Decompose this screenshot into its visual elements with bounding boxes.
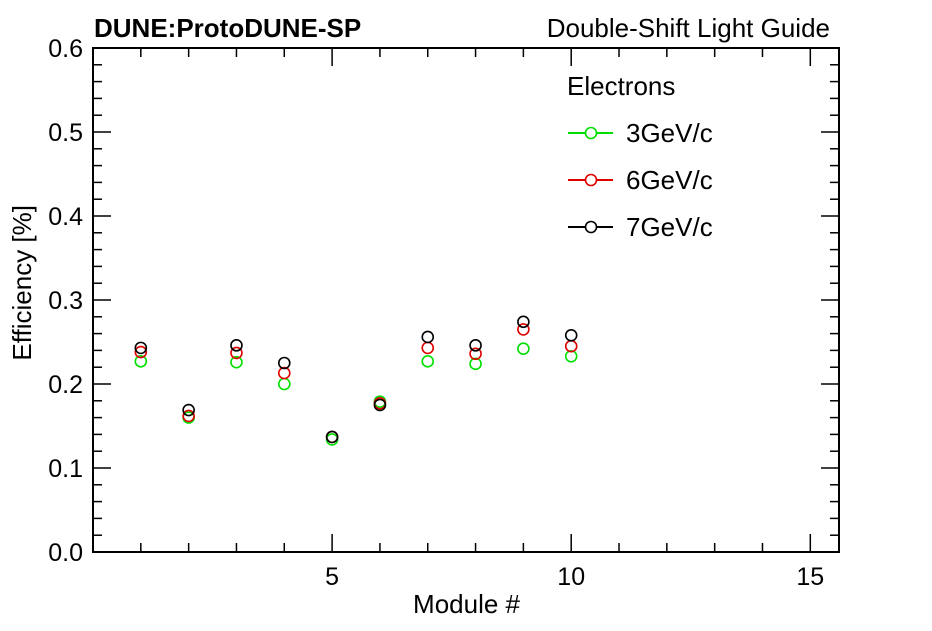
- x-tick-label: 5: [325, 563, 339, 591]
- x-tick-label: 10: [557, 563, 585, 591]
- legend-title: Electrons: [567, 71, 675, 101]
- data-point: [469, 339, 482, 352]
- legend-label: 6GeV/c: [626, 165, 713, 195]
- data-point: [182, 409, 195, 423]
- data-point: [134, 341, 148, 355]
- y-tick-label: 0.3: [48, 287, 83, 315]
- data-point: [469, 357, 482, 371]
- data-point: [230, 339, 243, 352]
- data-point: [277, 356, 291, 370]
- x-tick-label: 15: [796, 563, 824, 591]
- chart-title-right: Double-Shift Light Guide: [547, 13, 830, 43]
- legend: Electrons 3GeV/c 6GeV/c 7GeV/c: [567, 71, 713, 242]
- data-point: [421, 341, 435, 355]
- legend-marker: [584, 126, 598, 140]
- data-point: [325, 433, 339, 446]
- y-tick-label: 0.4: [48, 203, 83, 231]
- y-tick-label: 0.6: [48, 35, 83, 63]
- data-point: [182, 403, 195, 417]
- data-point: [325, 430, 339, 444]
- data-point: [421, 330, 435, 344]
- data-point: [277, 377, 291, 391]
- legend-marker: [584, 173, 598, 187]
- legend-label: 7GeV/c: [626, 212, 713, 242]
- data-point: [517, 315, 530, 329]
- data-point: [134, 345, 148, 359]
- data-point: [564, 328, 578, 342]
- data-markers: [134, 315, 578, 446]
- data-point: [373, 398, 387, 412]
- data-point: [517, 342, 530, 356]
- legend-marker: [584, 220, 598, 234]
- y-tick-label: 0.5: [48, 119, 83, 147]
- chart-title-left: DUNE:ProtoDUNE-SP: [94, 13, 361, 43]
- legend-label: 3GeV/c: [626, 118, 713, 148]
- y-axis-label: Efficiency [%]: [7, 205, 37, 361]
- data-point: [469, 347, 482, 361]
- data-point: [277, 366, 291, 380]
- x-axis-label: Module #: [413, 589, 520, 619]
- plot-frame: [92, 47, 840, 553]
- data-point: [230, 355, 243, 369]
- y-tick-label: 0.1: [48, 455, 83, 483]
- y-tick-label: 0.0: [48, 539, 83, 567]
- data-point: [517, 323, 530, 336]
- data-point: [564, 349, 578, 363]
- data-point: [134, 355, 148, 368]
- data-point: [421, 355, 435, 368]
- data-point: [230, 346, 243, 360]
- y-tick-label: 0.2: [48, 371, 83, 399]
- axes: 0.0 0.1 0.2 0.3 0.4 0.5 0.6 5 10 15: [48, 35, 840, 591]
